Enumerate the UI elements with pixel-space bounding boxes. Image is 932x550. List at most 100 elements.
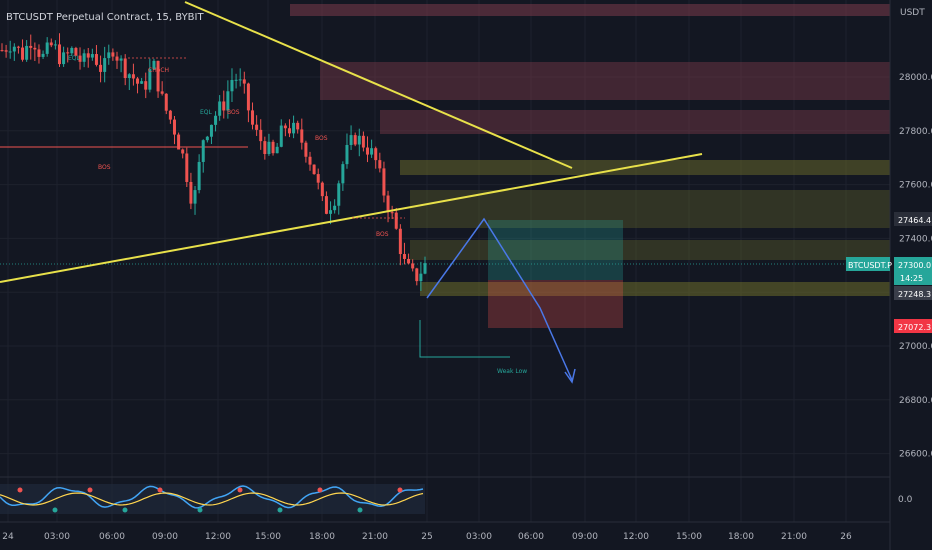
time-tick-label: 03:00 bbox=[466, 532, 492, 542]
candle-body bbox=[177, 134, 181, 150]
take-profit-box bbox=[488, 220, 623, 280]
candle-body bbox=[21, 47, 25, 60]
time-tick-label: 26 bbox=[840, 532, 852, 542]
candle-body bbox=[287, 128, 291, 134]
price-tick-label: 27600.0 bbox=[899, 181, 932, 191]
candle-body bbox=[366, 147, 370, 155]
candle-body bbox=[16, 46, 20, 48]
candle-body bbox=[251, 110, 255, 125]
symbol-tag-text: BTCUSDT.P bbox=[848, 261, 892, 270]
candle-body bbox=[62, 52, 66, 65]
time-tick-label: 12:00 bbox=[623, 532, 649, 542]
candle-body bbox=[222, 101, 226, 111]
candle-body bbox=[111, 52, 115, 57]
candle-body bbox=[320, 182, 324, 197]
choch-label: CHoCH bbox=[148, 67, 169, 74]
candle-body bbox=[152, 60, 156, 70]
candle-body bbox=[209, 124, 213, 137]
candle-body bbox=[419, 273, 423, 282]
oscillator-signal-dot bbox=[197, 507, 203, 513]
candle-body bbox=[94, 54, 98, 65]
candle-body bbox=[99, 64, 103, 72]
candle-body bbox=[185, 153, 189, 182]
time-tick-label: 09:00 bbox=[572, 532, 598, 542]
time-axis[interactable]: 24 03:00 06:00 09:00 12:00 15:00 18:00 21:00 25 0… bbox=[2, 532, 852, 542]
oscillator-signal-line bbox=[0, 492, 424, 506]
time-tick-label: 15:00 bbox=[676, 532, 702, 542]
supply-zone bbox=[320, 62, 890, 100]
candle-body bbox=[357, 135, 361, 145]
price-tick-label: 26600.0 bbox=[899, 450, 932, 460]
candle-body bbox=[329, 210, 333, 214]
candle-body bbox=[292, 122, 296, 134]
oscillator-signal-dot bbox=[87, 487, 93, 493]
price-tick-label: 27000.0 bbox=[899, 342, 932, 352]
projection-arrowhead-icon bbox=[564, 368, 576, 384]
candle-body bbox=[214, 115, 218, 125]
price-tag-b-text: 27248.3 bbox=[898, 290, 931, 299]
candle-body bbox=[374, 148, 378, 161]
time-tick-label: 21:00 bbox=[781, 532, 807, 542]
time-tick-label: 21:00 bbox=[362, 532, 388, 542]
time-tick-label: 03:00 bbox=[44, 532, 70, 542]
candle-body bbox=[234, 79, 238, 81]
eql-label: EQL bbox=[68, 55, 81, 62]
demand-zone bbox=[400, 160, 890, 175]
candle-body bbox=[230, 79, 234, 92]
candle-body bbox=[390, 212, 394, 214]
candle-body bbox=[382, 168, 386, 196]
symbol-tag: BTCUSDT.P bbox=[846, 257, 892, 271]
candle-body bbox=[238, 79, 242, 81]
candle-body bbox=[197, 161, 201, 191]
candle-body bbox=[423, 263, 427, 274]
candle-body bbox=[407, 258, 411, 264]
candle-body bbox=[378, 160, 382, 169]
candle-body bbox=[70, 47, 74, 54]
candle-body bbox=[82, 53, 86, 62]
projection-path[interactable] bbox=[426, 217, 573, 381]
candle-body bbox=[402, 254, 406, 259]
oscillator-signal-dot bbox=[357, 507, 363, 513]
candle-body bbox=[308, 156, 312, 165]
bos-label: BOS bbox=[227, 109, 240, 116]
candle-body bbox=[74, 47, 78, 56]
last-price-text: 27300.0 bbox=[898, 261, 931, 270]
candle-body bbox=[259, 129, 263, 142]
supply-zones bbox=[290, 4, 890, 296]
candle-body bbox=[370, 148, 374, 155]
currency-label: USDT bbox=[900, 8, 925, 18]
oscillator-signal-dot bbox=[397, 487, 403, 493]
candle-body bbox=[316, 174, 320, 183]
candle-body bbox=[411, 263, 415, 269]
candle-body bbox=[53, 44, 57, 46]
price-tick-label: 27400.0 bbox=[899, 234, 932, 244]
time-tick-label: 18:00 bbox=[728, 532, 754, 542]
oscillator-signal-dot bbox=[17, 487, 23, 493]
bos-label: BOS bbox=[98, 164, 111, 171]
ascending-trendline[interactable] bbox=[0, 153, 703, 283]
last-price-tag: 27300.0 14:25 bbox=[894, 257, 932, 285]
oscillator-panel: 0.0 bbox=[0, 476, 913, 514]
price-tick-label: 27800.0 bbox=[899, 127, 932, 137]
candle-body bbox=[193, 190, 197, 204]
candle-body bbox=[181, 149, 185, 154]
candle-body bbox=[218, 101, 222, 116]
candle-body bbox=[127, 74, 131, 79]
candle-body bbox=[345, 144, 349, 165]
oscillator-signal-dot bbox=[122, 507, 128, 513]
candle-body bbox=[333, 205, 337, 211]
candle-body bbox=[33, 47, 37, 50]
candle-body bbox=[300, 129, 304, 143]
candle-body bbox=[246, 83, 250, 111]
candle-body bbox=[115, 56, 119, 61]
candle-body bbox=[386, 195, 390, 213]
candle-body bbox=[86, 53, 90, 58]
demand-zone bbox=[420, 282, 890, 296]
oscillator-signal-dot bbox=[237, 487, 243, 493]
descending-trendline[interactable] bbox=[184, 1, 573, 169]
candle-body bbox=[275, 146, 279, 154]
candle-body bbox=[415, 268, 419, 282]
candle-body bbox=[37, 49, 41, 57]
candle-body bbox=[168, 110, 172, 120]
